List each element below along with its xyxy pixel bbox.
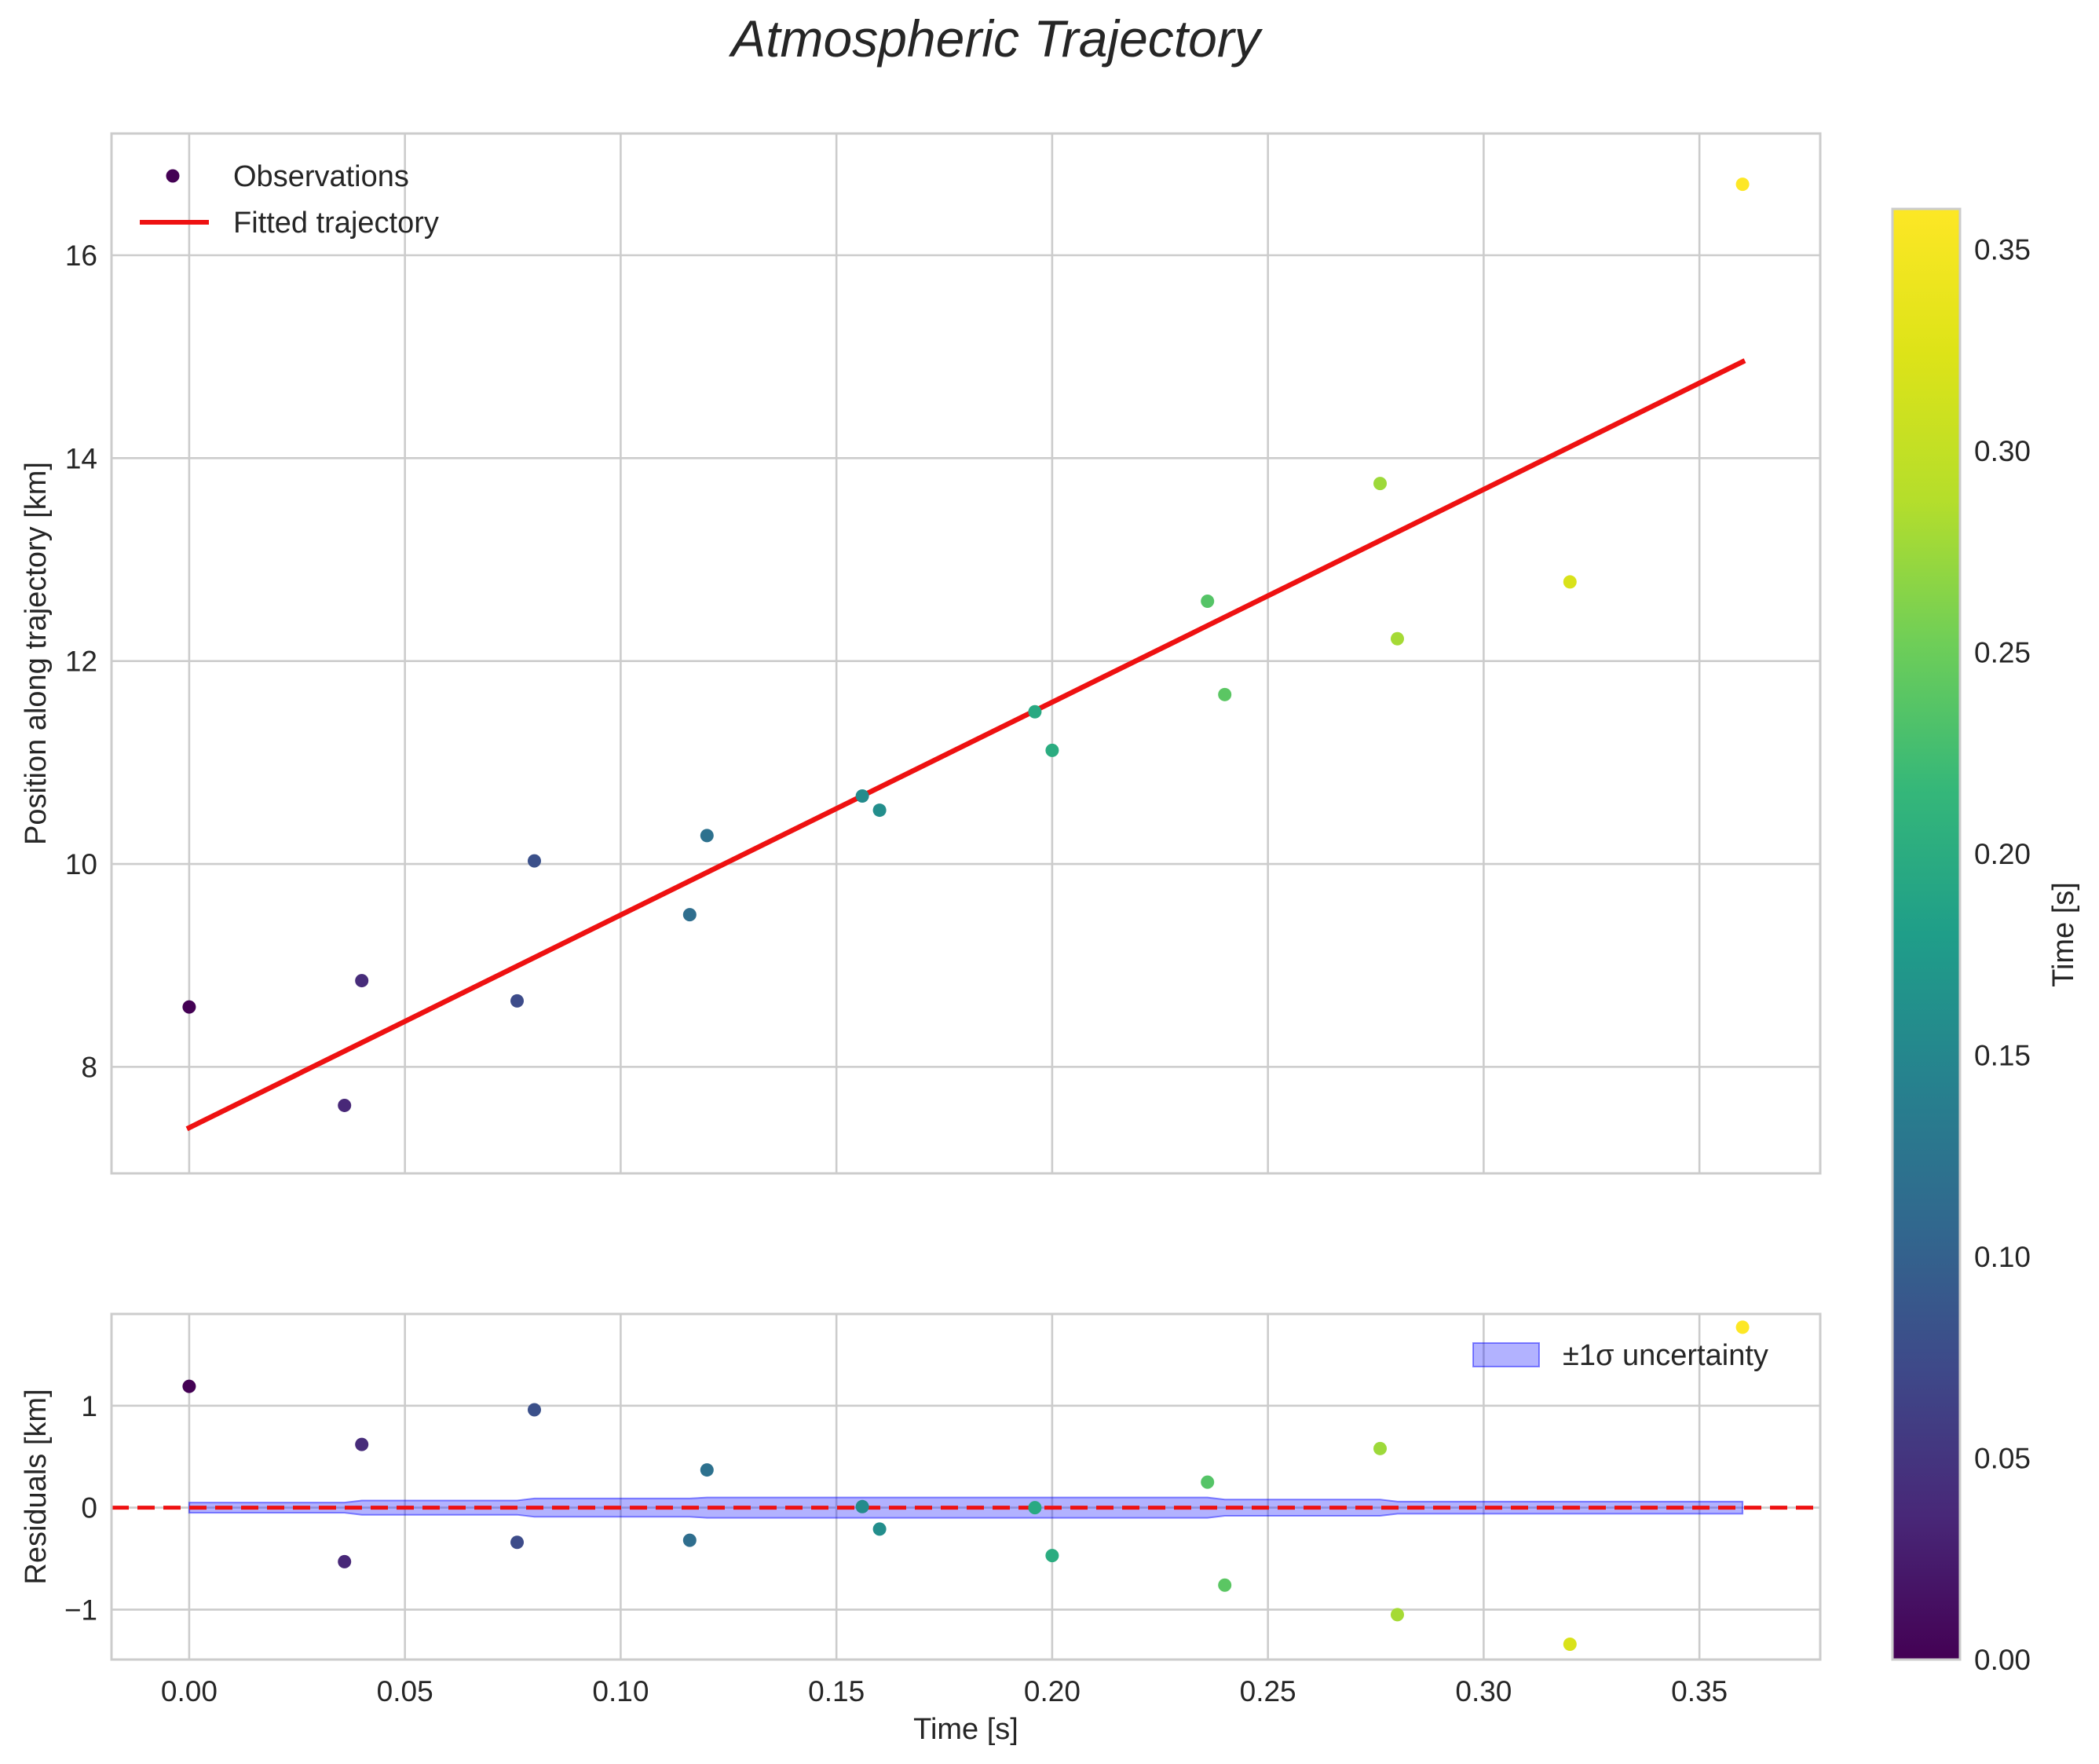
y-tick-label: 1 [81,1390,97,1422]
bottom-axes-frame [110,1312,1822,1661]
top-observation-points [182,177,1750,1112]
observation-point [528,854,542,868]
x-tick-label: 0.35 [1671,1675,1728,1707]
colorbar-tick-label: 0.20 [1974,838,2031,870]
y-tick-label: 14 [65,442,97,474]
residual-point [1028,1501,1042,1515]
residual-point [528,1403,542,1417]
legend-fitted-label: Fitted trajectory [233,207,439,240]
y-tick-label: 8 [81,1051,97,1083]
y-tick-label: 12 [65,646,97,678]
y-tick-label: 10 [65,848,97,880]
residual-point [872,1522,887,1536]
uncertainty-band-area [188,1496,1744,1519]
x-tick-label: 0.20 [1024,1675,1081,1707]
observation-point [182,1000,196,1014]
residual-point [1218,1578,1232,1592]
residual-point [1045,1549,1059,1563]
observation-point [510,994,525,1008]
observation-point [1373,477,1388,491]
y-tick-label: 16 [65,240,97,272]
colorbar-tick-label: 0.10 [1974,1241,2031,1273]
x-tick-label: 0.15 [808,1675,865,1707]
colorbar-tick-label: 0.25 [1974,636,2031,668]
colorbar [1891,207,1962,1661]
observation-point [1218,687,1232,701]
x-tick-label: 0.00 [161,1675,218,1707]
observation-point [355,974,369,988]
residual-point [355,1437,369,1451]
colorbar-tick-label: 0.00 [1974,1644,2031,1676]
residual-point [1735,1320,1750,1334]
bottom-grid [112,1314,1820,1660]
x-tick-label: 0.05 [377,1675,433,1707]
observation-point [1201,594,1215,608]
observation-point [1735,177,1750,192]
residual-point [1373,1441,1388,1455]
x-tick-label: 0.25 [1240,1675,1296,1707]
observation-point [1045,743,1059,757]
observation-point [855,789,869,803]
observation-point [682,908,697,922]
colorbar-tick-label: 0.30 [1974,435,2031,467]
top-legend: Observations Fitted trajectory [140,160,439,240]
x-tick-label: 0.30 [1455,1675,1512,1707]
residual-point [338,1554,352,1568]
legend-uncertainty-swatch [1472,1342,1540,1367]
residual-point [1390,1608,1404,1622]
residual-points [182,1320,1750,1652]
bottom-y-axis-label: Residuals [km] [20,1389,53,1584]
observation-point [1028,705,1042,719]
colorbar-tick-label: 0.15 [1974,1039,2031,1071]
legend-observations-label: Observations [233,160,409,193]
colorbar-label: Time [s] [2047,882,2080,987]
colorbar-tick-label: 0.35 [1974,233,2031,265]
observation-point [700,829,714,843]
y-tick-label: 0 [81,1492,97,1524]
residual-point [1201,1475,1215,1489]
y-tick-label: −1 [64,1594,97,1626]
observation-point [1390,631,1404,646]
residual-point [510,1535,525,1550]
x-axis-label: Time [s] [913,1713,1018,1746]
residual-point [1563,1638,1577,1652]
residual-point [700,1463,714,1477]
residual-point [682,1533,697,1547]
x-tick-labels: 0.00 0.05 0.10 0.15 0.20 0.25 0.30 0.35 [161,1675,1728,1707]
top-axes-frame [110,132,1822,1175]
legend-observations-marker [166,169,180,183]
top-y-axis-label: Position along trajectory [km] [20,462,53,845]
observation-point [338,1098,352,1112]
uncertainty-band [188,1496,1744,1519]
x-tick-label: 0.10 [592,1675,649,1707]
residual-point [182,1379,196,1393]
bottom-y-tick-labels: −1 0 1 [64,1390,97,1627]
observation-point [1563,575,1577,589]
fitted-trajectory-line [185,358,1746,1132]
top-grid [112,134,1820,1173]
colorbar-tick-labels: 0.00 0.05 0.10 0.15 0.20 0.25 0.30 0.35 [1974,233,2031,1676]
chart-title: Atmospheric Trajectory [728,9,1263,68]
top-y-tick-labels: 8 10 12 14 16 [65,240,97,1083]
residual-point [855,1499,869,1513]
legend-uncertainty-label: ±1σ uncertainty [1563,1339,1768,1372]
bottom-legend: ±1σ uncertainty [1472,1339,1768,1372]
observation-point [872,803,887,818]
colorbar-tick-label: 0.05 [1974,1442,2031,1474]
